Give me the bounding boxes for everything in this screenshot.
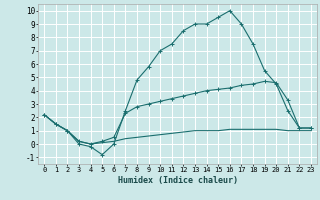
X-axis label: Humidex (Indice chaleur): Humidex (Indice chaleur)	[118, 176, 238, 185]
